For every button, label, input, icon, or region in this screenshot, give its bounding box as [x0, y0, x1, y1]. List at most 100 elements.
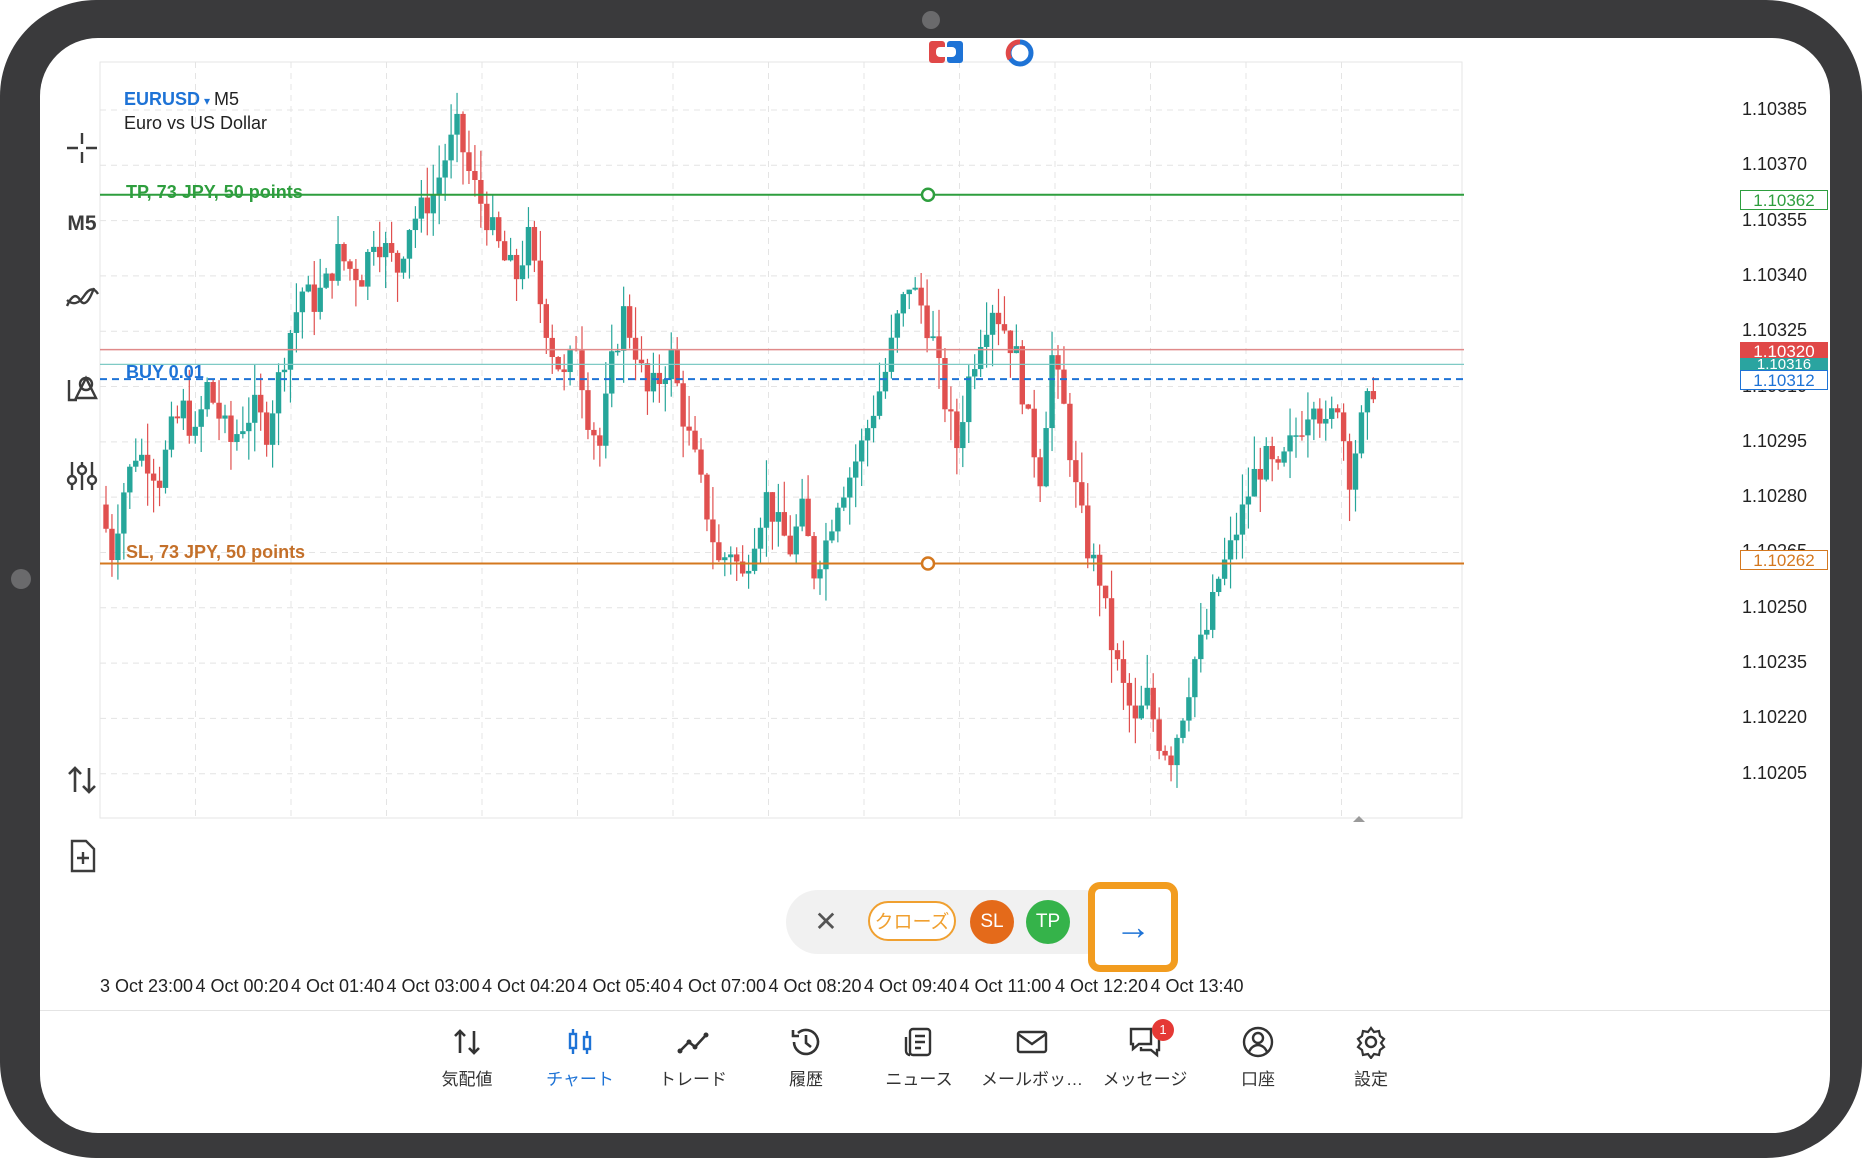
candle-body — [1019, 346, 1025, 405]
buy-position-label[interactable]: BUY 0.01 — [126, 362, 204, 382]
candle-body — [501, 241, 508, 261]
candle-body — [466, 152, 472, 172]
price-tick-label: 1.10250 — [1742, 596, 1808, 617]
candle-body — [1281, 451, 1287, 463]
candle-body — [234, 434, 240, 442]
front-camera — [922, 11, 940, 29]
nav-chart[interactable]: チャート — [525, 1025, 635, 1105]
arrow-right-icon: → — [1115, 906, 1151, 947]
nav-quotes[interactable]: 気配値 — [412, 1025, 522, 1105]
symbol-name[interactable]: EURUSD — [124, 89, 201, 109]
candle-body — [382, 243, 389, 258]
candle-body — [1150, 687, 1156, 720]
candle-body — [1198, 634, 1204, 660]
candle-body — [371, 246, 377, 252]
candle-body — [1293, 435, 1299, 437]
candle-body — [150, 473, 157, 481]
chart-canvas[interactable] — [40, 38, 1830, 1008]
candle-body — [983, 334, 990, 347]
objects-icon[interactable] — [52, 360, 112, 416]
candle-body — [246, 422, 252, 432]
nav-label: メッセージ — [1102, 1070, 1188, 1089]
price-tick-label: 1.10325 — [1742, 320, 1808, 341]
price-chart[interactable]: EURUSD ▾ M5 Euro vs US Dollar TP, 73 JPY, … — [40, 38, 1830, 1008]
candle-body — [561, 369, 567, 373]
nav-label: 履歴 — [789, 1070, 823, 1089]
time-tick-label: 4 Oct 05:40 — [577, 976, 671, 996]
crosshair-icon[interactable] — [52, 120, 112, 176]
candle-body — [799, 498, 805, 527]
close-position-button[interactable]: クローズ — [868, 901, 956, 941]
timeframe-label: M5 — [67, 212, 97, 235]
candle-body — [490, 217, 496, 231]
nav-label: メールボッ… — [981, 1070, 1083, 1089]
sl-line-label[interactable]: SL, 73 JPY, 50 points — [126, 542, 306, 562]
nav-history[interactable]: 履歴 — [751, 1025, 861, 1105]
candle-body — [240, 431, 246, 435]
nav-account[interactable]: 口座 — [1203, 1025, 1313, 1105]
nav-label: 設定 — [1354, 1070, 1388, 1089]
nav-mailbox[interactable]: メールボッ… — [977, 1025, 1087, 1105]
candle-body — [1156, 719, 1162, 751]
swap-arrows-icon[interactable] — [52, 752, 112, 808]
market-depth-icon[interactable] — [1002, 38, 1038, 68]
candle-body — [995, 312, 1002, 325]
candle-body — [1091, 554, 1097, 559]
indicators-icon[interactable] — [52, 270, 112, 326]
time-tick-label: 4 Oct 00:20 — [195, 976, 289, 996]
mailbox-icon — [1016, 1030, 1048, 1054]
symbol-timeframe: M5 — [214, 89, 240, 109]
candle-body — [609, 351, 615, 394]
candle-body — [484, 203, 490, 231]
candle-body — [127, 466, 133, 493]
candle-body — [430, 194, 436, 214]
close-panel-button[interactable]: ✕ — [814, 906, 838, 937]
symbol-dropdown-icon[interactable]: ▾ — [204, 94, 211, 108]
settings-sliders-icon[interactable] — [52, 448, 112, 504]
next-arrow-button[interactable]: → — [1088, 882, 1178, 972]
nav-label: 気配値 — [441, 1070, 493, 1089]
nav-trade[interactable]: トレード — [638, 1025, 748, 1105]
one-click-trading-icon[interactable] — [928, 38, 964, 68]
candle-body — [603, 393, 609, 446]
nav-messages[interactable]: 1 メッセージ — [1090, 1019, 1200, 1105]
sl-button[interactable]: SL — [970, 900, 1014, 944]
candle-body — [269, 413, 276, 445]
new-order-icon[interactable] — [52, 828, 112, 884]
price-tick-label: 1.10355 — [1742, 209, 1808, 230]
messages-badge: 1 — [1152, 1019, 1174, 1041]
timeframe-button[interactable]: M5 — [52, 196, 112, 252]
candle-body — [1114, 650, 1121, 660]
candle-body — [1221, 559, 1228, 579]
candle-body — [757, 527, 764, 549]
candle-body — [864, 428, 871, 441]
candle-body — [418, 197, 425, 219]
candle-body — [275, 372, 282, 414]
candle-body — [1287, 435, 1293, 452]
candle-body — [1049, 355, 1055, 429]
tp-line-label[interactable]: TP, 73 JPY, 50 points — [126, 182, 303, 202]
candle-body — [1263, 446, 1269, 480]
candle-body — [954, 411, 960, 449]
nav-news[interactable]: ニュース — [864, 1025, 974, 1105]
candle-body — [186, 400, 192, 436]
plot-frame — [99, 61, 1463, 819]
candle-body — [924, 305, 930, 339]
tp-button[interactable]: TP — [1026, 900, 1070, 944]
candle-body — [1245, 496, 1252, 505]
quotes-icon — [454, 1029, 480, 1055]
candle-body — [168, 416, 175, 450]
candle-body — [882, 371, 889, 392]
price-tick-label: 1.10340 — [1742, 264, 1808, 285]
nav-settings[interactable]: 設定 — [1316, 1025, 1426, 1105]
bottom-navigation: 気配値 チャート トレード 履歴 ニュース メールボッ… — [40, 1010, 1830, 1133]
candle-body — [472, 171, 478, 180]
candle-body — [1227, 540, 1234, 560]
candle-body — [597, 435, 603, 446]
symbol-header[interactable]: EURUSD ▾ M5 Euro vs US Dollar — [124, 88, 267, 134]
candle-body — [739, 561, 746, 574]
candle-body — [823, 540, 829, 570]
candle-body — [835, 507, 841, 532]
scroll-marker-icon — [1353, 816, 1365, 822]
candle-body — [305, 284, 311, 292]
